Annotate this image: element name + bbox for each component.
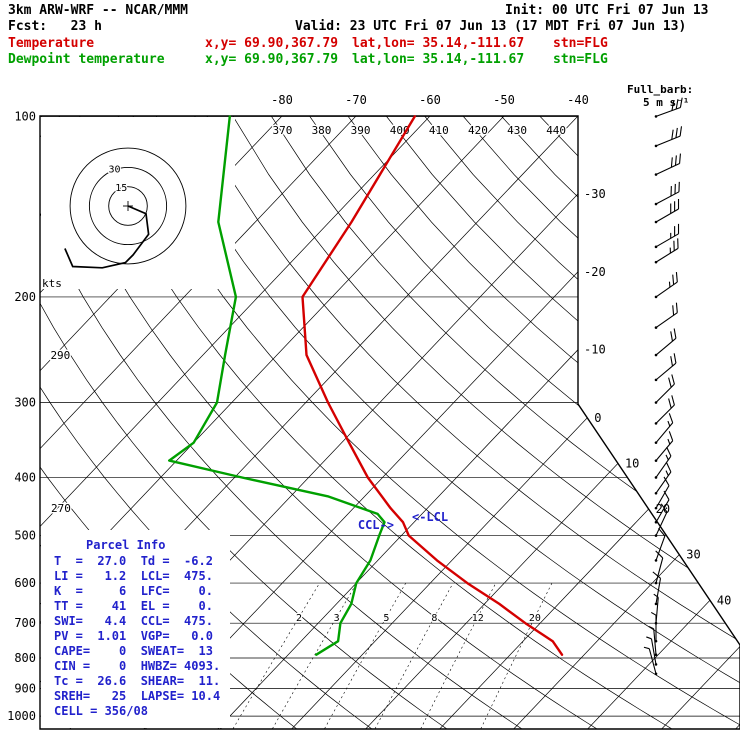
svg-text:30: 30	[686, 548, 700, 562]
barb-legend-value: 5 m s⁻¹	[643, 96, 690, 109]
svg-text:430: 430	[507, 124, 527, 137]
svg-text:900: 900	[14, 682, 36, 696]
svg-text:12: 12	[472, 613, 484, 624]
valid-time: Valid: 23 UTC Fri 07 Jun 13 (17 MDT Fri …	[295, 19, 687, 34]
barb-legend-label: Full_barb:	[627, 83, 694, 96]
svg-text:500: 500	[14, 529, 36, 543]
temperature-legend-label: Temperature	[8, 36, 95, 51]
svg-text:370: 370	[272, 124, 292, 137]
svg-text:CCL->: CCL->	[358, 518, 394, 532]
svg-text:5: 5	[383, 613, 389, 624]
svg-text:2: 2	[296, 613, 302, 624]
svg-text:410: 410	[429, 124, 449, 137]
svg-text:290: 290	[50, 349, 70, 362]
dewpoint-curve	[167, 115, 386, 656]
svg-text:-60: -60	[419, 93, 441, 107]
svg-text:390: 390	[351, 124, 371, 137]
svg-text:8: 8	[431, 613, 437, 624]
svg-text:-20: -20	[584, 265, 606, 279]
temperature-curve	[301, 115, 564, 656]
temperature-xy: x,y= 69.90,367.79	[205, 36, 339, 51]
svg-text:700: 700	[14, 616, 36, 630]
svg-text:-50: -50	[493, 93, 515, 107]
temperature-latlon: lat,lon= 35.14,-111.67	[352, 36, 525, 51]
svg-text:<-LCL: <-LCL	[412, 510, 448, 524]
dewpoint-station: stn=FLG	[553, 52, 608, 67]
init-time: Init: 00 UTC Fri 07 Jun 13	[505, 3, 709, 18]
dewpoint-legend-label: Dewpoint temperature	[8, 52, 165, 67]
svg-text:-40: -40	[567, 93, 589, 107]
svg-text:400: 400	[14, 470, 36, 484]
svg-text:600: 600	[14, 576, 36, 590]
svg-text:200: 200	[14, 290, 36, 304]
svg-text:-70: -70	[345, 93, 367, 107]
temperature-station: stn=FLG	[553, 36, 608, 51]
svg-text:400: 400	[390, 124, 410, 137]
model-title: 3km ARW-WRF -- NCAR/MMM	[8, 3, 189, 18]
mask-panels	[41, 117, 235, 728]
wind-barb-column	[643, 97, 683, 676]
svg-text:1000: 1000	[7, 709, 36, 723]
svg-text:270: 270	[51, 502, 71, 515]
svg-text:40: 40	[717, 593, 731, 607]
svg-text:30: 30	[108, 165, 120, 176]
svg-text:440: 440	[546, 124, 566, 137]
svg-text:100: 100	[14, 109, 36, 123]
dewpoint-latlon: lat,lon= 35.14,-111.67	[352, 52, 525, 67]
svg-text:kts: kts	[42, 277, 62, 290]
parcel-info-values: T = 27.0 Td = -6.2 LI = 1.2 LCL= 475. K …	[54, 554, 221, 718]
svg-text:300: 300	[14, 396, 36, 410]
svg-text:0: 0	[594, 411, 601, 425]
dewpoint-xy: x,y= 69.90,367.79	[205, 52, 339, 67]
svg-text:-80: -80	[271, 93, 293, 107]
svg-text:380: 380	[312, 124, 332, 137]
parcel-info-title: Parcel Info	[86, 538, 166, 552]
svg-text:420: 420	[468, 124, 488, 137]
lcl-ccl-annotations: CCL-> <-LCL	[358, 510, 448, 532]
svg-text:15: 15	[115, 183, 127, 194]
svg-text:-10: -10	[584, 343, 606, 357]
hodograph-inset: 15 30 kts	[42, 147, 187, 290]
forecast-hour: Fcst: 23 h	[8, 19, 102, 34]
svg-text:20: 20	[529, 613, 541, 624]
plot-frame	[39, 115, 740, 730]
svg-text:800: 800	[14, 651, 36, 665]
svg-text:10: 10	[625, 456, 639, 470]
svg-text:-30: -30	[584, 187, 606, 201]
svg-text:3: 3	[334, 613, 340, 624]
